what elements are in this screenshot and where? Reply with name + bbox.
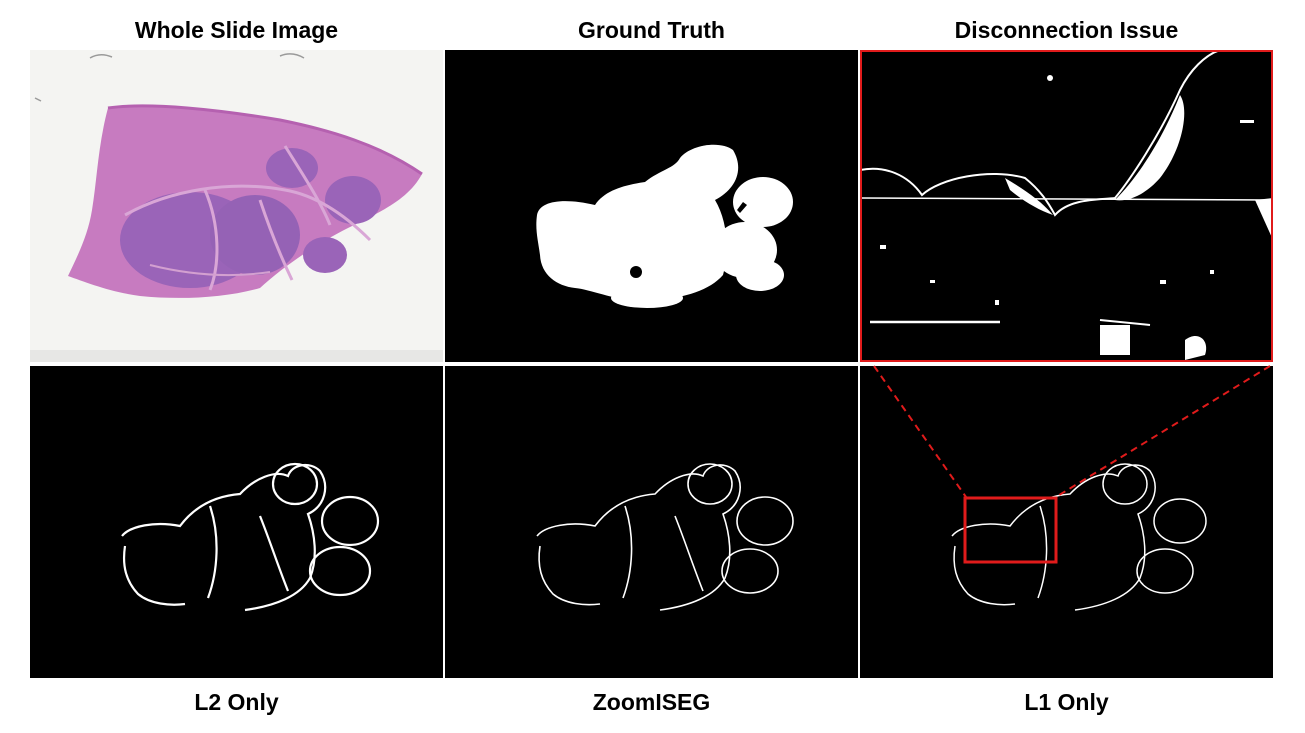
whole-slide-image xyxy=(30,50,443,362)
disconnection-issue-zoom xyxy=(860,50,1273,362)
label-ground-truth: Ground Truth xyxy=(578,17,725,43)
l2-only-panel xyxy=(30,366,443,678)
l1-only-output xyxy=(860,366,1273,678)
disconnection-issue-panel xyxy=(860,50,1273,362)
label-l1-only: L1 Only xyxy=(1024,689,1109,715)
l1-only-panel xyxy=(860,366,1273,678)
zoomiseg-panel xyxy=(445,366,858,678)
label-whole-slide-image: Whole Slide Image xyxy=(134,17,339,43)
l2-only-output xyxy=(30,366,443,678)
zoomiseg-output xyxy=(445,366,858,678)
ground-truth-panel xyxy=(445,50,858,362)
label-disconnection-issue: Disconnection Issue xyxy=(954,17,1179,43)
label-l2-only: L2 Only xyxy=(194,689,279,715)
zoom-region-box xyxy=(963,496,1058,564)
whole-slide-image-panel xyxy=(30,50,443,362)
label-zoomiseg: ZoomISEG xyxy=(592,689,711,715)
ground-truth-mask xyxy=(445,50,858,362)
